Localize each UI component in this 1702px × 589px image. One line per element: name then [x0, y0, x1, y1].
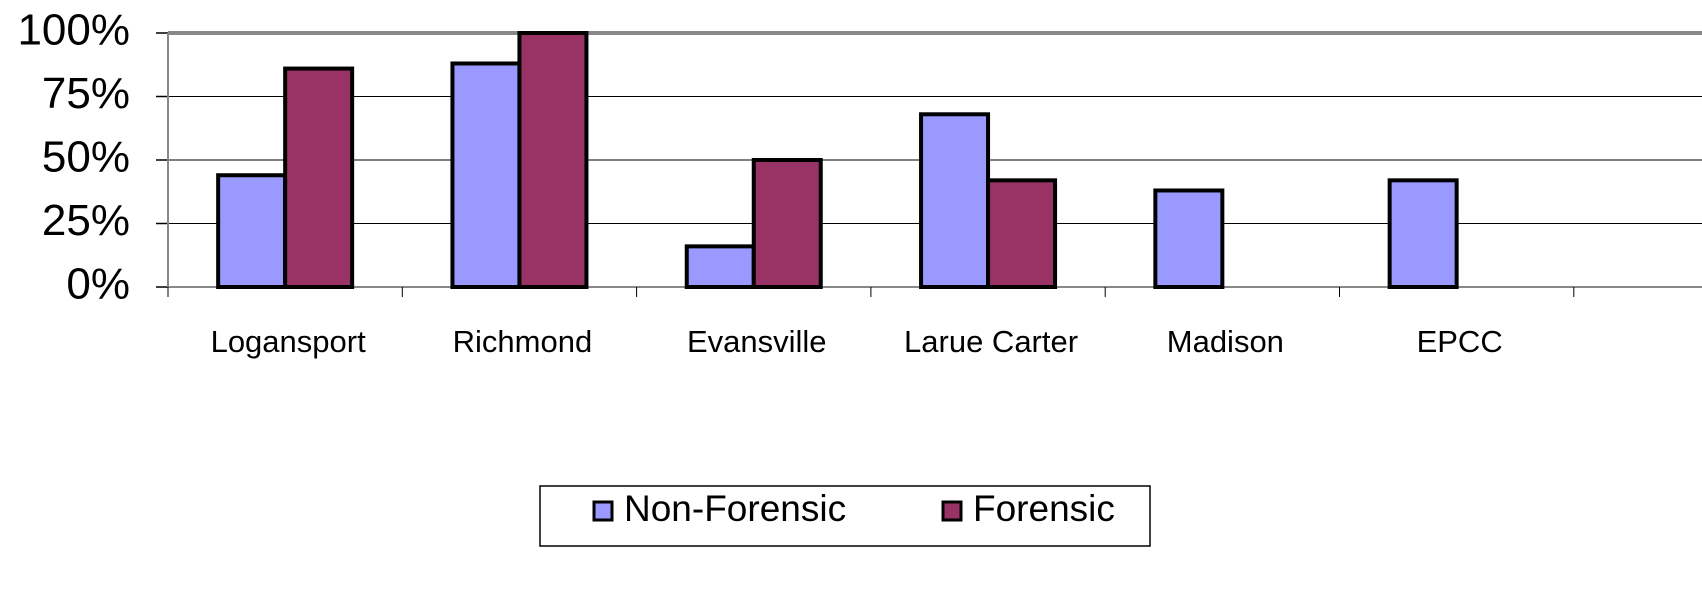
bar	[216, 173, 288, 290]
legend-swatch	[941, 500, 963, 522]
legend-label: Forensic	[973, 488, 1115, 529]
bar	[751, 158, 823, 289]
bar	[986, 178, 1058, 290]
bar	[1153, 188, 1225, 289]
x-tick-label: EPCC	[1417, 324, 1503, 359]
y-tick-label: 75%	[42, 69, 130, 118]
bar	[919, 112, 991, 289]
legend-label: Non-Forensic	[624, 488, 846, 529]
y-tick-label: 0%	[66, 260, 130, 309]
x-tick-label: Larue Carter	[904, 324, 1078, 359]
bar	[1387, 178, 1459, 290]
bar	[684, 244, 756, 289]
x-tick-label: Madison	[1167, 324, 1284, 359]
y-tick-label: 100%	[17, 6, 130, 55]
bar	[450, 61, 522, 290]
x-tick-label: Logansport	[211, 324, 367, 359]
bar	[283, 66, 355, 289]
legend-box	[539, 485, 1151, 547]
y-tick-label: 25%	[42, 196, 130, 245]
legend-swatch	[592, 500, 614, 522]
y-tick-label: 50%	[42, 133, 130, 182]
x-tick-label: Richmond	[453, 324, 593, 359]
bar	[517, 31, 589, 289]
x-tick-label: Evansville	[687, 324, 827, 359]
